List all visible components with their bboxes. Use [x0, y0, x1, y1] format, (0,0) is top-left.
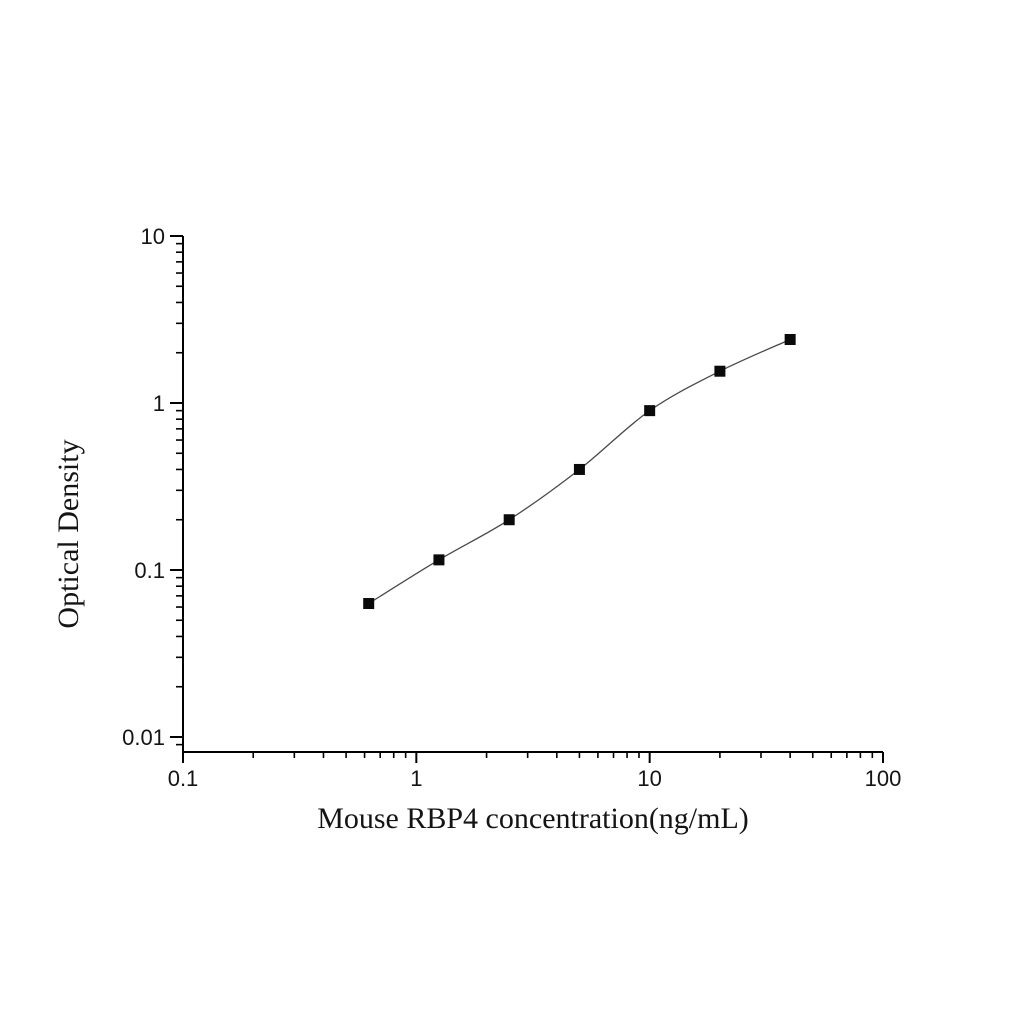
data-point-marker: [503, 514, 515, 526]
y-axis-title: Optical Density: [52, 439, 85, 628]
y-tick-label: 1: [153, 391, 165, 416]
data-point-marker: [644, 405, 656, 417]
y-tick-label: 10: [141, 224, 165, 249]
y-tick-label: 0.1: [134, 558, 165, 583]
x-tick-label: 0.1: [168, 766, 199, 791]
data-point-marker: [433, 554, 445, 566]
y-tick-label: 0.01: [122, 725, 165, 750]
data-point-marker: [714, 365, 726, 377]
x-tick-label: 1: [410, 766, 422, 791]
x-axis-title: Mouse RBP4 concentration(ng/mL): [317, 802, 749, 835]
x-tick-label: 100: [865, 766, 902, 791]
data-point-marker: [363, 598, 375, 610]
data-point-marker: [784, 334, 796, 346]
data-point-marker: [573, 463, 585, 475]
x-tick-label: 10: [637, 766, 661, 791]
series-layer: [363, 334, 796, 610]
axis-spines: [182, 236, 883, 753]
